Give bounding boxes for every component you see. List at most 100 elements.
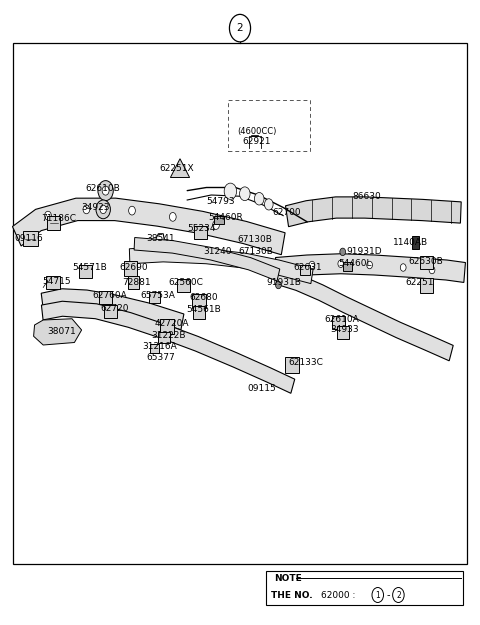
Text: NOTE: NOTE (274, 574, 302, 582)
Text: 62700: 62700 (273, 208, 301, 217)
Text: 1: 1 (375, 591, 380, 599)
Polygon shape (129, 247, 313, 284)
Circle shape (400, 264, 406, 271)
Text: 65377: 65377 (146, 353, 175, 362)
Polygon shape (134, 238, 280, 281)
Text: THE NO.: THE NO. (271, 591, 313, 599)
Text: 54460L: 54460L (338, 259, 372, 268)
Circle shape (309, 261, 315, 269)
FancyBboxPatch shape (150, 344, 159, 354)
Text: 62921: 62921 (242, 138, 271, 146)
Text: 31216A: 31216A (142, 342, 177, 351)
Polygon shape (12, 198, 285, 255)
Text: 62680: 62680 (189, 293, 218, 302)
Circle shape (83, 205, 90, 214)
Text: 31240: 31240 (203, 248, 232, 256)
Text: 67130B: 67130B (239, 248, 273, 256)
FancyBboxPatch shape (420, 278, 433, 293)
Text: 31222B: 31222B (152, 331, 186, 339)
FancyBboxPatch shape (99, 291, 112, 304)
FancyBboxPatch shape (104, 305, 117, 318)
Polygon shape (286, 197, 461, 227)
Text: 62610B: 62610B (86, 184, 120, 193)
FancyBboxPatch shape (149, 291, 160, 303)
FancyBboxPatch shape (343, 262, 352, 271)
Polygon shape (276, 254, 466, 282)
Text: 54793: 54793 (206, 197, 235, 206)
Text: 72881: 72881 (122, 278, 151, 287)
Circle shape (254, 192, 264, 205)
FancyBboxPatch shape (23, 231, 38, 246)
Circle shape (98, 181, 113, 201)
Text: 1140AB: 1140AB (393, 238, 428, 247)
Circle shape (338, 260, 344, 268)
Text: 62690: 62690 (119, 263, 148, 272)
Circle shape (129, 206, 135, 215)
Text: 62251: 62251 (406, 278, 434, 287)
Text: 62760A: 62760A (92, 291, 127, 299)
FancyBboxPatch shape (177, 279, 190, 292)
Text: 54460R: 54460R (208, 213, 243, 222)
Circle shape (213, 221, 219, 229)
Circle shape (224, 183, 237, 199)
FancyBboxPatch shape (160, 319, 174, 334)
Circle shape (45, 211, 51, 220)
Text: 62631: 62631 (294, 263, 323, 272)
FancyBboxPatch shape (47, 216, 60, 230)
FancyBboxPatch shape (285, 357, 299, 373)
Text: 62133C: 62133C (289, 358, 324, 367)
FancyBboxPatch shape (192, 294, 206, 308)
FancyBboxPatch shape (412, 236, 419, 249)
Circle shape (100, 205, 107, 214)
FancyBboxPatch shape (266, 571, 463, 605)
Text: 62000 :: 62000 : (321, 591, 356, 599)
Polygon shape (34, 319, 82, 345)
Text: 62251X: 62251X (159, 164, 194, 173)
Text: 38541: 38541 (146, 234, 175, 243)
FancyBboxPatch shape (13, 42, 467, 564)
Polygon shape (41, 289, 184, 330)
FancyBboxPatch shape (420, 256, 433, 269)
FancyBboxPatch shape (79, 265, 92, 278)
Text: 62560C: 62560C (169, 278, 204, 287)
Text: 65753A: 65753A (140, 291, 175, 299)
Text: 62630B: 62630B (409, 257, 444, 266)
Text: 54715: 54715 (42, 277, 71, 286)
Circle shape (240, 187, 250, 201)
FancyBboxPatch shape (228, 100, 310, 151)
Text: 86630: 86630 (353, 192, 382, 201)
Polygon shape (41, 301, 295, 393)
Circle shape (340, 248, 346, 256)
Circle shape (367, 261, 372, 269)
Circle shape (429, 266, 435, 274)
Circle shape (276, 281, 281, 289)
Text: (4600CC): (4600CC) (237, 127, 276, 136)
FancyBboxPatch shape (332, 316, 346, 329)
Text: 91931D: 91931D (346, 248, 382, 256)
FancyBboxPatch shape (46, 276, 60, 289)
Text: 2: 2 (396, 591, 401, 599)
Text: 09116: 09116 (14, 234, 43, 243)
Circle shape (96, 200, 110, 219)
Text: 34923: 34923 (81, 203, 109, 212)
Circle shape (102, 186, 109, 195)
Text: 38071: 38071 (47, 327, 76, 336)
FancyBboxPatch shape (194, 226, 207, 239)
Circle shape (264, 199, 273, 210)
Text: 67130B: 67130B (237, 236, 272, 244)
Text: 91931B: 91931B (267, 278, 301, 287)
Text: 54571B: 54571B (72, 263, 107, 272)
FancyBboxPatch shape (193, 306, 205, 319)
Text: 09115: 09115 (247, 384, 276, 393)
Polygon shape (170, 159, 190, 177)
Text: 62720: 62720 (100, 304, 129, 313)
FancyBboxPatch shape (337, 326, 349, 339)
Text: -: - (386, 590, 390, 600)
FancyBboxPatch shape (300, 265, 310, 275)
Text: 34933: 34933 (330, 326, 359, 334)
Text: 2: 2 (237, 23, 243, 33)
FancyBboxPatch shape (158, 332, 170, 343)
FancyBboxPatch shape (214, 216, 224, 224)
FancyBboxPatch shape (124, 261, 137, 276)
Circle shape (169, 213, 176, 221)
